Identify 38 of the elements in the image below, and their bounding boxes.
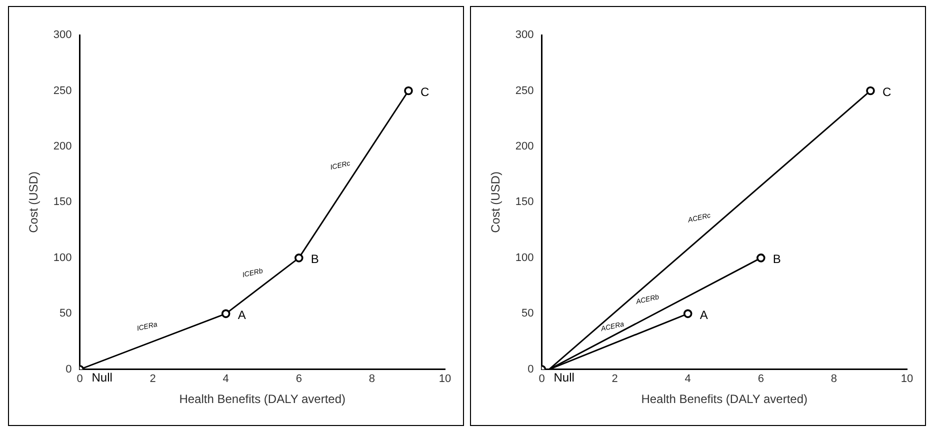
y-tick-label: 250 xyxy=(53,84,72,97)
x-tick-label: 0 xyxy=(76,373,83,386)
y-tick-label: 150 xyxy=(53,196,72,208)
x-tick-label: 10 xyxy=(438,373,452,386)
y-tick-label: 200 xyxy=(515,140,534,152)
x-axis-title: Health Benefits (DALY averted) xyxy=(641,392,808,406)
x-axis-title: Health Benefits (DALY averted) xyxy=(179,392,346,406)
y-tick-label: 50 xyxy=(60,308,72,320)
x-tick-label: 6 xyxy=(296,373,302,386)
x-tick-label: 4 xyxy=(684,373,691,386)
y-tick-label: 100 xyxy=(53,252,72,264)
annotation: Null xyxy=(92,370,112,385)
annotation: A xyxy=(700,308,708,322)
x-tick-label: 8 xyxy=(368,373,376,386)
annotation: B xyxy=(310,252,319,266)
y-tick-label: 200 xyxy=(53,140,72,152)
annotation: C xyxy=(420,85,430,100)
y-tick-label: 300 xyxy=(515,29,534,42)
x-tick-label: 10 xyxy=(900,373,914,386)
x-tick-label: 2 xyxy=(612,373,618,386)
y-axis-title: Cost (USD) xyxy=(26,172,41,233)
annotation: A xyxy=(238,308,246,322)
annotation: C xyxy=(882,85,892,100)
y-tick-label: 50 xyxy=(522,308,534,320)
y-tick-label: 0 xyxy=(66,363,72,376)
y-tick-label: 250 xyxy=(515,84,534,97)
y-tick-label: 100 xyxy=(515,252,534,264)
y-tick-label: 300 xyxy=(53,29,72,42)
annotation: Null xyxy=(554,370,574,385)
x-tick-label: 2 xyxy=(150,373,156,386)
x-tick-label: 4 xyxy=(222,373,229,386)
x-tick-label: 6 xyxy=(758,373,764,386)
y-tick-label: 150 xyxy=(515,196,534,208)
x-tick-label: 0 xyxy=(538,373,545,386)
y-axis-title: Cost (USD) xyxy=(488,172,503,233)
y-tick-label: 0 xyxy=(528,363,534,376)
annotation: B xyxy=(772,252,781,266)
x-tick-label: 8 xyxy=(830,373,838,386)
